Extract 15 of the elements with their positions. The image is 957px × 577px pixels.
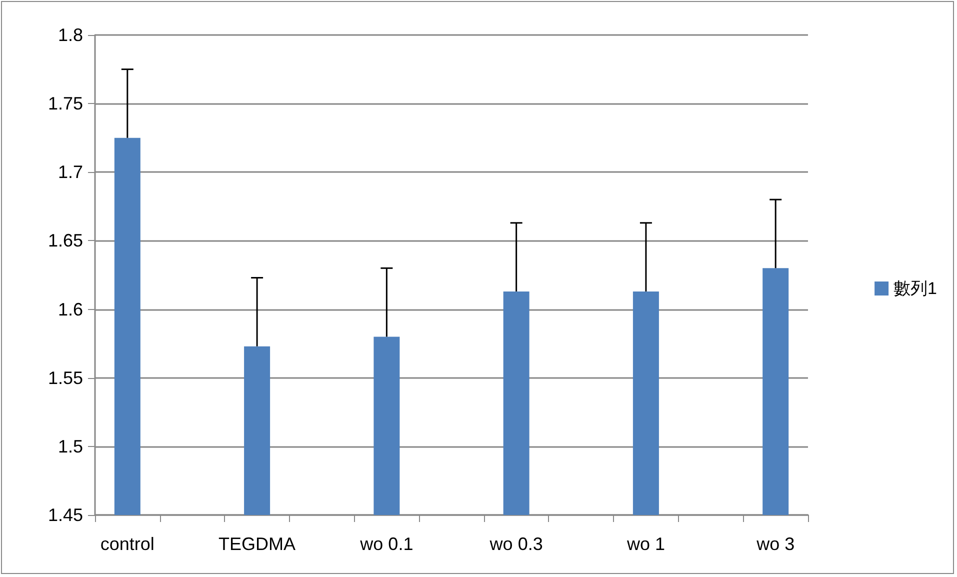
y-tick-label: 1.5 xyxy=(58,436,83,456)
x-tick-label: wo 0.3 xyxy=(488,534,543,554)
y-tick-label: 1.8 xyxy=(58,25,83,45)
x-tick-label: wo 1 xyxy=(626,534,665,554)
x-tick-label: TEGDMA xyxy=(218,534,296,554)
x-tick-label: wo 3 xyxy=(756,534,795,554)
y-tick-label: 1.55 xyxy=(48,368,83,388)
y-tick-label: 1.7 xyxy=(58,162,83,182)
y-tick-label: 1.6 xyxy=(58,299,83,320)
y-tick-label: 1.65 xyxy=(48,230,83,251)
x-tick-label: wo 0.1 xyxy=(359,534,414,554)
legend-label: 數列1 xyxy=(894,279,938,298)
y-tick-label: 1.75 xyxy=(48,94,83,114)
x-tick-label: control xyxy=(100,534,154,554)
y-tick-label: 1.45 xyxy=(48,505,83,525)
